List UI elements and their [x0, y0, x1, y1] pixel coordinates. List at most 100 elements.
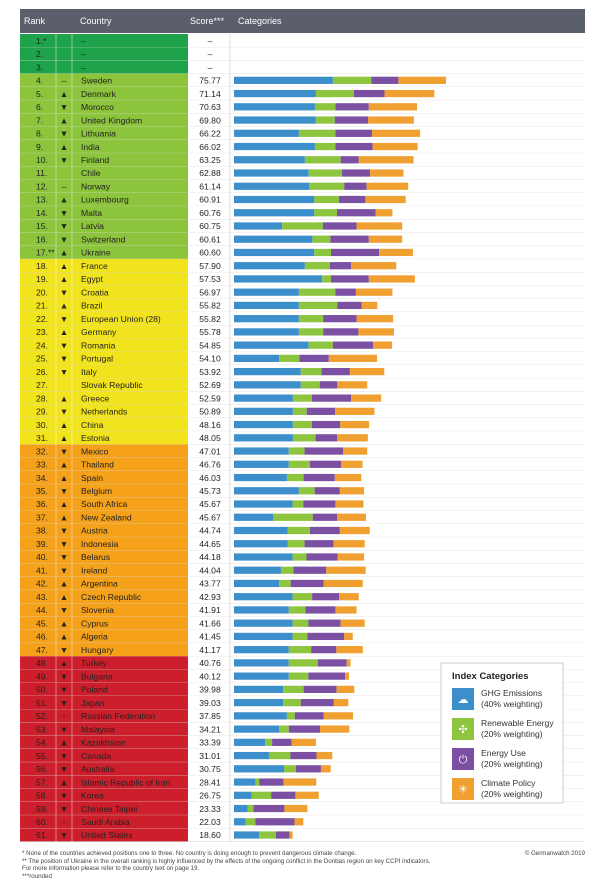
- trend-icon: ▲: [60, 512, 69, 522]
- trend-icon: –: [62, 76, 67, 86]
- windmill-icon: [452, 718, 474, 740]
- score-label: 40.76: [199, 658, 221, 668]
- country-label: Russian Federation: [81, 711, 156, 721]
- rank-label: 45.: [36, 618, 48, 628]
- rank-label: 23.: [36, 327, 48, 337]
- score-label: 60.91: [199, 195, 221, 205]
- row-band: [20, 682, 188, 696]
- row-band: [20, 404, 188, 418]
- bar-renewable: [283, 685, 304, 693]
- trend-icon: ▲: [60, 632, 69, 642]
- bar-energy: [317, 659, 347, 667]
- score-label: 39.03: [199, 698, 221, 708]
- bar-energy: [329, 262, 352, 270]
- rank-label: 10.: [36, 155, 48, 165]
- rank-label: 15.: [36, 221, 48, 231]
- score-label: 33.39: [199, 738, 221, 748]
- rank-label: 22.: [36, 314, 48, 324]
- score-label: 54.10: [199, 354, 221, 364]
- bar-renewable: [309, 182, 345, 190]
- score-label: 61.14: [199, 181, 221, 191]
- bar-policy: [328, 354, 378, 362]
- bar-renewable: [268, 751, 291, 760]
- trend-icon: ▲: [60, 579, 69, 589]
- row-band: [20, 550, 188, 564]
- bar-ghg: [234, 407, 293, 415]
- bar-ghg: [234, 791, 252, 799]
- bar-renewable: [332, 76, 372, 84]
- bar-energy: [303, 473, 335, 482]
- row-band: [20, 497, 188, 511]
- bar-energy: [304, 540, 334, 548]
- bar-policy: [356, 315, 394, 323]
- bar-policy: [342, 447, 368, 455]
- legend: Index Categories ☁ GHG Emissions(40% weig…: [440, 662, 564, 804]
- bar-ghg: [234, 235, 313, 243]
- rank-label: 3.: [36, 62, 43, 72]
- rank-label: 13.: [36, 195, 48, 205]
- score-label: 71.14: [199, 89, 221, 99]
- score-label: 44.18: [199, 552, 221, 562]
- category-bars: [234, 76, 446, 839]
- bar-ghg: [234, 116, 316, 124]
- bar-energy: [309, 526, 340, 535]
- trend-icon: ▼: [60, 155, 69, 165]
- table-row: 61. ▼ United States 18.60: [20, 828, 585, 842]
- trend-icon: ▲: [60, 473, 69, 483]
- row-white: [188, 34, 585, 48]
- bar-renewable: [314, 195, 339, 204]
- bar-ghg: [234, 818, 246, 826]
- bar-energy: [331, 275, 369, 283]
- country-label: China: [81, 420, 104, 430]
- score-label: 41.66: [199, 618, 221, 628]
- bar-renewable: [292, 394, 312, 402]
- bar-renewable: [298, 301, 338, 310]
- country-label: South Africa: [81, 499, 128, 509]
- bar-energy: [323, 315, 357, 323]
- bar-energy: [337, 209, 376, 217]
- trend-icon: ▼: [60, 764, 69, 774]
- score-label: 39.98: [199, 685, 221, 695]
- score-label: 41.45: [199, 632, 221, 642]
- row-band: [20, 232, 188, 246]
- bar-renewable: [314, 209, 338, 217]
- score-label: 41.91: [199, 605, 221, 615]
- bar-renewable: [292, 407, 307, 415]
- country-label: Egypt: [81, 274, 104, 284]
- rank-label: 47.: [36, 645, 48, 655]
- country-label: Malta: [81, 208, 102, 218]
- row-band: [20, 748, 188, 763]
- country-label: Chinese Taipei: [81, 804, 137, 814]
- score-label: 66.22: [199, 129, 221, 139]
- legend-item-ghg: ☁ GHG Emissions(40% weighting): [452, 688, 543, 710]
- bar-energy: [294, 712, 324, 720]
- row-band: [20, 484, 188, 498]
- score-label: 44.65: [199, 539, 221, 549]
- score-label: 66.02: [199, 142, 221, 152]
- bar-policy: [333, 540, 365, 548]
- bar-renewable: [273, 513, 313, 521]
- score-label: 57.53: [199, 274, 221, 284]
- bar-ghg: [234, 142, 315, 151]
- score-label: 70.63: [199, 102, 221, 112]
- country-label: Poland: [81, 685, 108, 695]
- bar-policy: [351, 262, 397, 270]
- bar-renewable: [314, 248, 332, 257]
- rank-label: 54.: [36, 738, 48, 748]
- rank-label: 38.: [36, 526, 48, 536]
- score-label: 55.82: [199, 301, 221, 311]
- trend-icon: ▼: [60, 486, 69, 496]
- bar-policy: [368, 275, 415, 283]
- country-label: Belarus: [81, 552, 110, 562]
- row-band: [20, 457, 188, 471]
- rank-label: 31.: [36, 433, 48, 443]
- bar-energy: [335, 103, 369, 111]
- bar-renewable: [251, 791, 272, 799]
- country-label: Brazil: [81, 301, 103, 311]
- bar-policy: [334, 473, 362, 482]
- rank-label: 1.*: [36, 36, 47, 46]
- rank-label: 29.: [36, 407, 48, 417]
- bar-policy: [346, 659, 351, 667]
- row-band: [20, 113, 188, 127]
- row-band: [20, 444, 188, 458]
